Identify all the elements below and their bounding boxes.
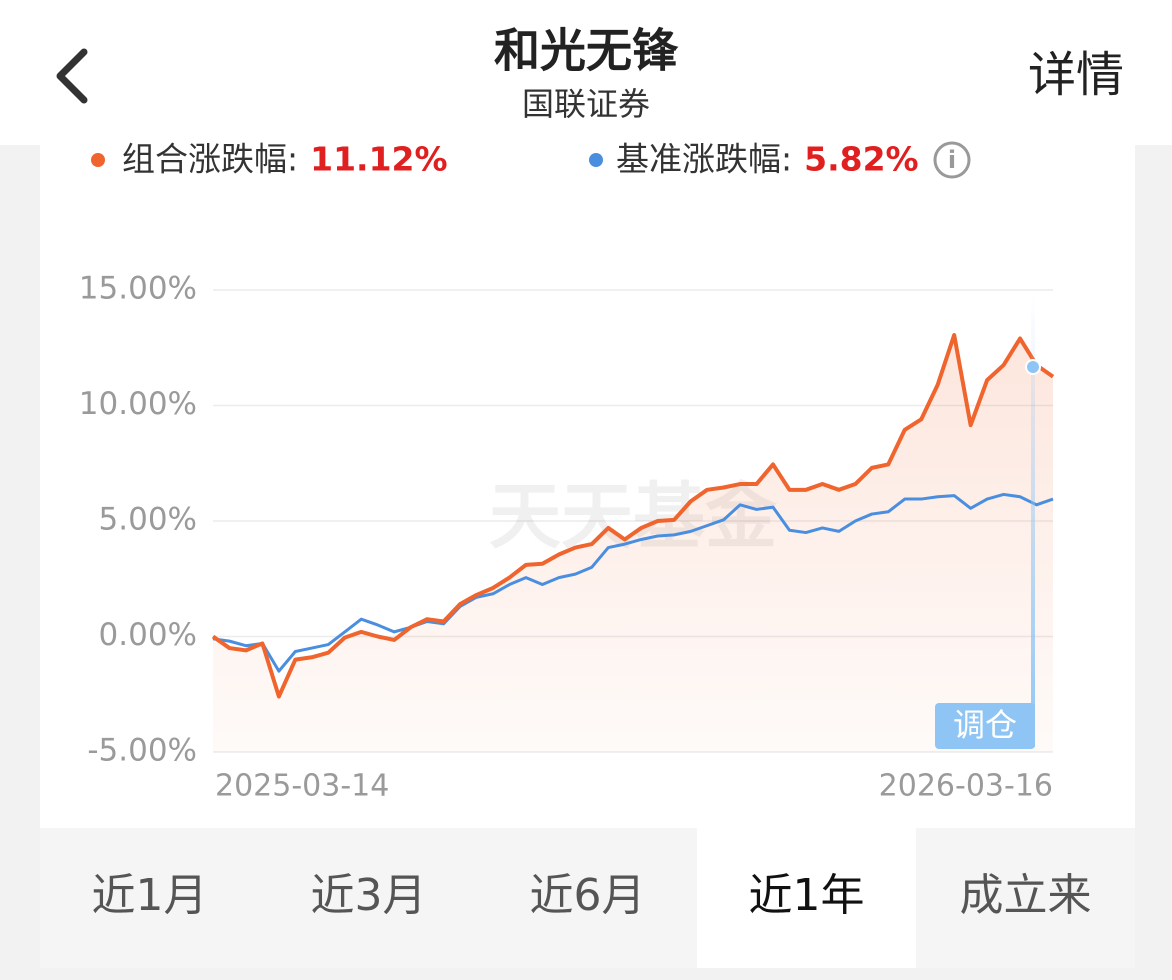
tab[interactable]: 近1年 xyxy=(749,870,865,921)
cursor-line xyxy=(1031,295,1035,747)
annotation-label: 调仓 xyxy=(953,706,1017,744)
cursor-dot xyxy=(1025,359,1041,375)
tab-bar-bg xyxy=(40,828,1135,968)
series-line xyxy=(211,333,1055,699)
header-bg xyxy=(0,0,1172,145)
x-tick-label: 2026-03-16 xyxy=(879,769,1053,804)
plot: -5.00% 0.00% 5.00% 10.00% 15.00% 2025-03-14 20… xyxy=(79,271,1055,804)
tab[interactable]: 近3月 xyxy=(311,870,427,921)
x-tick-label: 2025-03-14 xyxy=(215,769,389,804)
tab-active-bg xyxy=(697,828,916,968)
info-icon-glyph: i xyxy=(948,146,956,174)
legend-label: 基准涨跌幅: xyxy=(616,140,792,179)
back-button[interactable] xyxy=(56,48,88,104)
annotation-bg xyxy=(935,703,1035,749)
y-tick-label: 5.00% xyxy=(99,502,197,538)
title: 和光无锋 xyxy=(494,24,679,78)
legend-dot xyxy=(91,153,105,167)
legend-label: 组合涨跌幅: xyxy=(122,140,298,179)
tab[interactable]: 近1月 xyxy=(92,870,208,921)
tab[interactable]: 近6月 xyxy=(530,870,646,921)
y-tick-label: 0.00% xyxy=(99,617,197,653)
series-line xyxy=(212,492,1054,673)
legend-change: 11.12% xyxy=(310,140,447,179)
subtitle: 国联证券 xyxy=(522,85,650,123)
tab-bar: 近1月 近3月 近6月 近1年 成立来 xyxy=(40,828,1135,968)
y-tick-label: -5.00% xyxy=(87,733,197,769)
legend-change: 5.82% xyxy=(804,140,919,179)
legend-dot xyxy=(589,153,603,167)
detail-button[interactable]: 详情 xyxy=(1028,47,1124,103)
area-fill xyxy=(213,335,1053,752)
tab[interactable]: 成立来 xyxy=(960,870,1092,921)
info-icon[interactable] xyxy=(933,141,971,179)
y-tick-label: 15.00% xyxy=(79,271,197,307)
legend: 组合涨跌幅: 11.12% 基准涨跌幅: 5.82% xyxy=(91,140,919,179)
y-tick-label: 10.00% xyxy=(79,386,197,422)
